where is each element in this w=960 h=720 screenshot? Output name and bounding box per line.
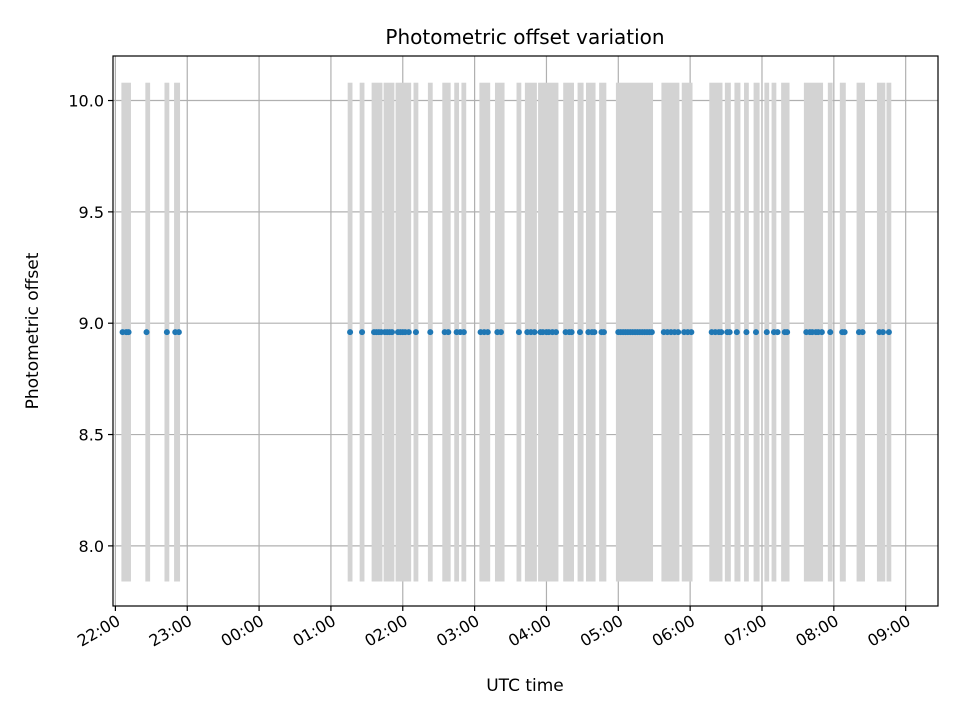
data-point <box>752 329 759 336</box>
data-point <box>879 329 886 336</box>
y-tick-label: 10.0 <box>68 92 104 111</box>
data-point <box>600 329 607 336</box>
data-point <box>743 329 750 336</box>
data-point <box>827 329 834 336</box>
data-point <box>648 329 655 336</box>
y-tick-label: 9.0 <box>79 314 104 333</box>
x-axis-title: UTC time <box>486 676 564 696</box>
data-point <box>347 329 354 336</box>
data-point <box>388 329 395 336</box>
data-point <box>405 329 412 336</box>
data-point <box>733 329 740 336</box>
data-point <box>591 329 598 336</box>
data-point <box>675 329 682 336</box>
y-axis-ticks: 8.0 8.5 9.0 9.5 10.0 <box>68 92 113 556</box>
data-point <box>175 329 182 336</box>
data-point <box>568 329 575 336</box>
data-point <box>885 329 892 336</box>
data-point <box>497 329 504 336</box>
data-point <box>412 329 419 336</box>
data-point <box>553 329 560 336</box>
data-point <box>460 329 467 336</box>
data-point <box>859 329 866 336</box>
data-point <box>163 329 170 336</box>
data-point <box>763 329 770 336</box>
y-tick-label: 8.0 <box>79 537 104 556</box>
data-points <box>119 329 892 336</box>
data-point <box>515 329 522 336</box>
data-point <box>359 329 366 336</box>
plot-frame <box>112 55 939 607</box>
data-point <box>531 329 538 336</box>
data-point <box>718 329 725 336</box>
data-point <box>841 329 848 336</box>
data-point <box>688 329 695 336</box>
data-point <box>774 329 781 336</box>
data-point <box>726 329 733 336</box>
y-axis-title: Photometric offset <box>23 252 43 409</box>
data-point <box>143 329 150 336</box>
data-point <box>818 329 825 336</box>
y-tick-label: 9.5 <box>79 203 104 222</box>
chart-title: Photometric offset variation <box>385 25 664 49</box>
y-tick-label: 8.5 <box>79 426 104 445</box>
data-point <box>576 329 583 336</box>
data-point <box>784 329 791 336</box>
data-point <box>445 329 452 336</box>
data-point <box>484 329 491 336</box>
data-point <box>427 329 434 336</box>
data-point <box>125 329 132 336</box>
